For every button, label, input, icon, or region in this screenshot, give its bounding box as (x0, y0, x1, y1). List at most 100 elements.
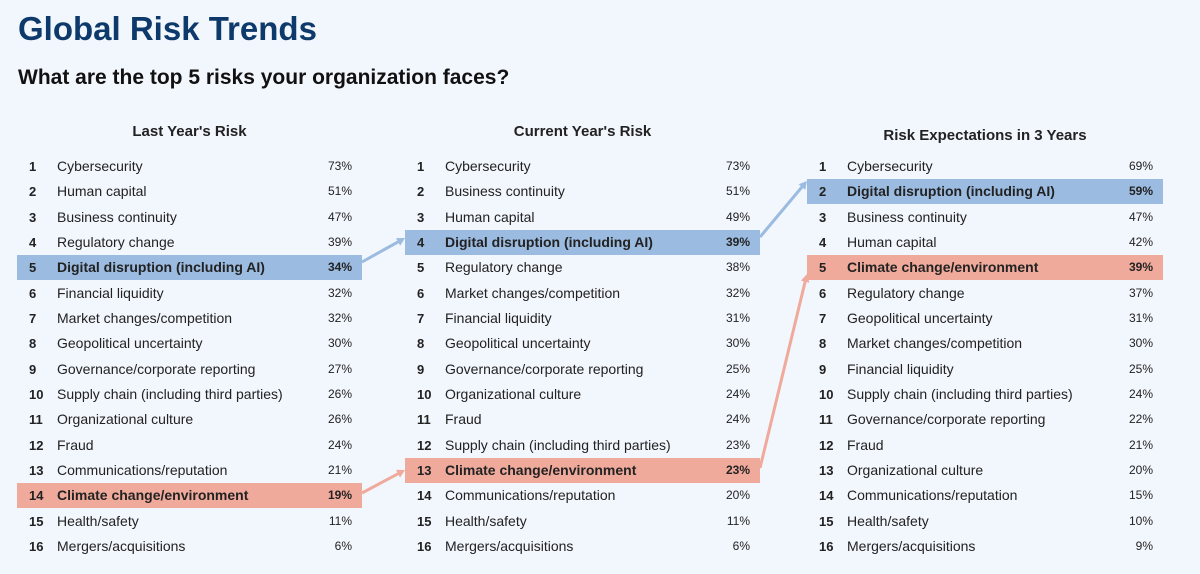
risk-rank: 10 (29, 386, 44, 402)
risk-rank: 14 (417, 488, 432, 504)
risk-percent: 39% (1128, 260, 1153, 275)
risk-row: 9 Governance/corporate reporting 25% (405, 357, 760, 382)
risk-percent: 6% (334, 538, 352, 553)
risk-row: 14 Communications/reputation 15% (807, 483, 1163, 508)
risk-row: 4 Regulatory change 39% (17, 230, 362, 255)
risk-row: 11 Organizational culture 26% (17, 407, 362, 432)
risk-label: Digital disruption (including AI) (445, 233, 653, 250)
risk-row: 6 Regulatory change 37% (807, 281, 1163, 306)
risk-percent: 31% (725, 310, 750, 325)
risk-row: 14 Climate change/environment 19% (17, 483, 362, 509)
risk-row: 12 Fraud 21% (807, 433, 1163, 458)
arrow-climate-current-to-future-head (800, 274, 810, 283)
risk-percent: 73% (725, 159, 750, 173)
risk-percent: 34% (327, 260, 352, 275)
risk-label: Market changes/competition (57, 309, 233, 326)
risk-percent: 39% (327, 234, 352, 249)
risk-percent: 51% (327, 184, 352, 199)
risk-label: Climate change/environment (445, 461, 637, 478)
risk-rank: 13 (29, 462, 44, 478)
risk-percent: 37% (1128, 285, 1153, 300)
risk-label: Governance/corporate reporting (445, 360, 644, 377)
risk-percent: 24% (327, 437, 352, 452)
risk-rank: 1 (819, 159, 827, 174)
page-subtitle: What are the top 5 risks your organizati… (18, 66, 510, 89)
risk-row: 9 Governance/corporate reporting 27% (17, 357, 362, 382)
risk-rank: 6 (29, 285, 37, 301)
risk-label: Regulatory change (847, 284, 965, 301)
risk-row: 15 Health/safety 10% (807, 509, 1163, 534)
risk-label: Business continuity (445, 183, 565, 200)
risk-row: 15 Health/safety 11% (17, 509, 362, 534)
risk-rank: 13 (417, 462, 432, 478)
risk-rank: 11 (819, 412, 833, 428)
risk-row: 16 Mergers/acquisitions 6% (405, 534, 760, 559)
risk-rank: 7 (417, 310, 425, 326)
risk-label: Organizational culture (445, 385, 582, 402)
risk-label: Regulatory change (57, 233, 175, 250)
risk-label: Fraud (57, 436, 94, 453)
risk-label: Cybersecurity (847, 158, 933, 174)
panel-header: Last Year's Risk (132, 123, 247, 140)
risk-row: 13 Communications/reputation 21% (17, 458, 362, 483)
risk-label: Cybersecurity (445, 158, 531, 174)
risk-percent: 11% (328, 513, 352, 528)
risk-rank: 2 (819, 184, 827, 200)
risk-rank: 14 (819, 488, 834, 504)
risk-rank: 3 (29, 209, 37, 225)
panel-header: Risk Expectations in 3 Years (883, 127, 1087, 144)
risk-percent: 26% (327, 412, 352, 427)
risk-label: Mergers/acquisitions (57, 537, 186, 554)
risk-row: 10 Organizational culture 24% (405, 382, 760, 407)
risk-rank: 11 (29, 412, 43, 428)
risk-row: 8 Geopolitical uncertainty 30% (17, 331, 362, 356)
risk-label: Organizational culture (57, 411, 194, 428)
risk-rank: 12 (819, 437, 834, 453)
risk-percent: 26% (327, 386, 352, 401)
risk-rank: 5 (29, 260, 37, 276)
risk-row: 4 Human capital 42% (807, 230, 1163, 255)
risk-row: 13 Climate change/environment 23% (405, 457, 760, 483)
risk-rank: 3 (819, 209, 827, 225)
risk-row: 11 Fraud 24% (405, 407, 760, 432)
risk-percent: 22% (1128, 412, 1153, 427)
arrow-climate-last-to-current-head (396, 469, 405, 478)
risk-label: Governance/corporate reporting (847, 411, 1046, 428)
risk-row: 12 Supply chain (including third parties)… (405, 433, 760, 458)
risk-percent: 39% (725, 234, 750, 249)
risk-rank: 13 (819, 462, 834, 478)
risk-row: 3 Business continuity 47% (807, 205, 1163, 230)
risk-percent: 42% (1128, 234, 1153, 249)
risk-percent: 32% (327, 310, 352, 325)
risk-label: Health/safety (445, 512, 527, 529)
risk-label: Market changes/competition (847, 335, 1023, 352)
risk-row: 13 Organizational culture 20% (807, 458, 1163, 483)
risk-rank: 7 (29, 310, 37, 326)
risk-rank: 1 (29, 159, 37, 174)
risk-percent: 24% (1128, 386, 1153, 401)
risk-rank: 6 (819, 285, 827, 301)
risk-rank: 3 (417, 209, 425, 225)
risk-percent: 25% (1128, 361, 1153, 376)
risk-label: Fraud (847, 436, 884, 453)
risk-row: 10 Supply chain (including third parties)… (17, 382, 362, 407)
risk-rank: 8 (819, 336, 827, 352)
risk-percent: 6% (732, 538, 750, 553)
risk-row: 1 Cybersecurity 73% (405, 154, 760, 179)
risk-label: Digital disruption (including AI) (57, 259, 265, 276)
risk-percent: 27% (327, 361, 352, 376)
arrow-digital-last-to-current (361, 240, 400, 264)
risk-rank: 8 (29, 336, 37, 352)
risk-percent: 11% (726, 513, 750, 528)
risk-row: 7 Geopolitical uncertainty 31% (807, 306, 1163, 331)
risk-rank: 14 (29, 488, 44, 504)
risk-percent: 21% (1128, 437, 1153, 452)
risk-row: 15 Health/safety 11% (405, 509, 760, 534)
risk-label: Business continuity (57, 208, 177, 225)
risk-label: Regulatory change (445, 259, 563, 276)
risk-row: 10 Supply chain (including third parties)… (807, 382, 1163, 407)
risk-row: 1 Cybersecurity 69% (807, 154, 1163, 179)
risk-percent: 30% (1128, 336, 1153, 351)
arrow-digital-current-to-future-head (798, 181, 807, 190)
risk-rank: 9 (417, 361, 425, 377)
